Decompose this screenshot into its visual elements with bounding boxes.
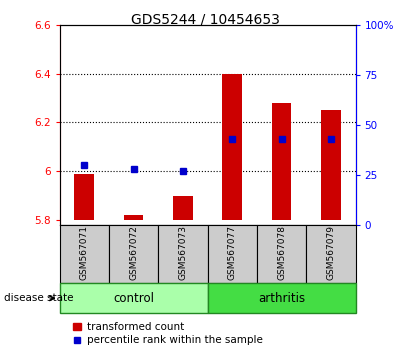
Bar bbox=[60, 283, 208, 313]
Bar bbox=[208, 283, 356, 313]
Bar bbox=[306, 225, 356, 283]
Bar bbox=[272, 103, 291, 220]
Text: GSM567077: GSM567077 bbox=[228, 225, 237, 280]
Text: GSM567071: GSM567071 bbox=[80, 225, 89, 280]
Text: arthritis: arthritis bbox=[258, 292, 305, 305]
Bar bbox=[222, 74, 242, 220]
Legend: transformed count, percentile rank within the sample: transformed count, percentile rank withi… bbox=[73, 322, 263, 345]
Bar bbox=[208, 225, 257, 283]
Text: GSM567079: GSM567079 bbox=[326, 225, 335, 280]
Bar bbox=[74, 173, 94, 220]
Bar bbox=[124, 215, 143, 220]
Bar bbox=[257, 225, 306, 283]
Text: control: control bbox=[113, 292, 154, 305]
Text: GSM567078: GSM567078 bbox=[277, 225, 286, 280]
Bar bbox=[109, 225, 158, 283]
Bar bbox=[158, 225, 208, 283]
Bar bbox=[321, 110, 341, 220]
Text: GDS5244 / 10454653: GDS5244 / 10454653 bbox=[131, 12, 280, 27]
Text: disease state: disease state bbox=[4, 293, 74, 303]
Text: GSM567073: GSM567073 bbox=[178, 225, 187, 280]
Bar bbox=[60, 225, 109, 283]
Bar bbox=[173, 195, 193, 220]
Text: GSM567072: GSM567072 bbox=[129, 225, 138, 280]
